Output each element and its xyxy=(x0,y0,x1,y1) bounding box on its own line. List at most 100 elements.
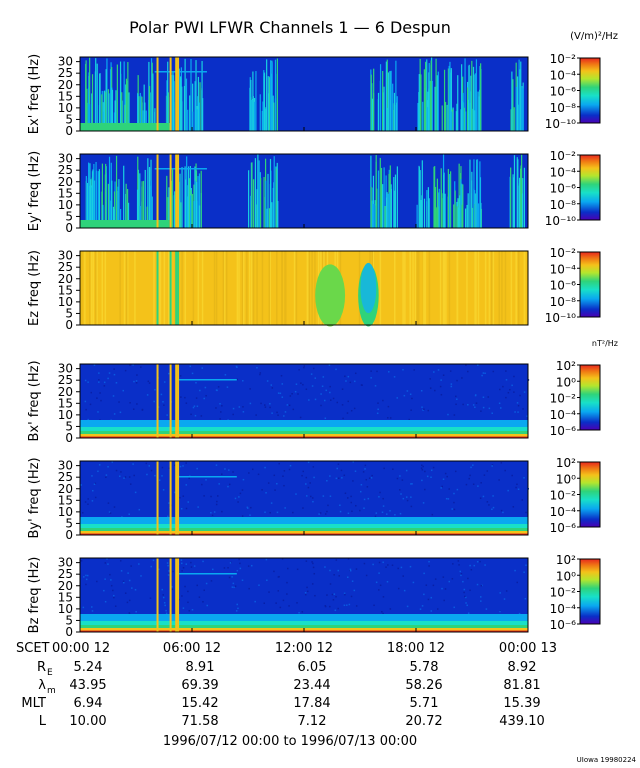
spectral-column xyxy=(456,251,458,325)
noise-speck xyxy=(166,414,168,416)
spectral-column xyxy=(515,86,517,131)
noise-speck xyxy=(295,383,298,385)
spectral-column xyxy=(430,64,432,131)
spectral-column xyxy=(460,179,462,228)
noise-speck xyxy=(228,483,231,486)
noise-speck xyxy=(406,499,409,502)
spectral-column xyxy=(197,251,200,325)
spectral-column xyxy=(190,59,192,131)
noise-speck xyxy=(271,387,274,389)
noise-speck xyxy=(115,382,118,384)
colorbar-tick-label: 10⁻² xyxy=(550,149,577,163)
noise-speck xyxy=(249,388,251,390)
spectral-column xyxy=(114,100,116,131)
spectral-column xyxy=(434,166,436,228)
spectral-column xyxy=(461,64,463,131)
spectral-column xyxy=(443,251,446,325)
noise-speck xyxy=(410,496,412,498)
noise-speck xyxy=(469,589,471,592)
spectral-column xyxy=(140,95,142,131)
spectral-column xyxy=(108,156,111,228)
spectral-column xyxy=(484,251,487,325)
noise-speck xyxy=(509,388,511,391)
spectral-column xyxy=(181,101,183,131)
spectral-column xyxy=(274,59,277,131)
noise-speck xyxy=(110,579,112,581)
noise-speck xyxy=(185,563,188,565)
spectral-column xyxy=(454,190,456,228)
spectral-column xyxy=(256,189,258,228)
noise-speck xyxy=(441,485,443,488)
spectral-column xyxy=(451,111,453,131)
noise-speck xyxy=(269,402,271,405)
noise-speck xyxy=(165,609,167,612)
noise-speck xyxy=(360,483,363,486)
noise-speck xyxy=(188,477,190,480)
spectral-column xyxy=(440,189,442,228)
noise-speck xyxy=(140,575,142,577)
noise-speck xyxy=(128,599,131,602)
noise-speck xyxy=(492,495,494,497)
spectral-column xyxy=(492,251,495,325)
narrowband-line xyxy=(154,168,207,170)
noise-speck xyxy=(301,611,304,613)
colorbar-tick-label: 10⁰ xyxy=(556,569,576,583)
spectral-column xyxy=(285,251,287,325)
spectral-column xyxy=(467,193,469,228)
noise-speck xyxy=(283,484,285,487)
spectral-column xyxy=(120,73,122,131)
spectral-column xyxy=(449,61,451,131)
noise-speck xyxy=(282,599,285,602)
noise-speck xyxy=(378,572,380,574)
noise-speck xyxy=(313,572,316,575)
noise-speck xyxy=(174,491,176,494)
spectral-column xyxy=(166,175,168,228)
noise-speck xyxy=(513,391,515,393)
noise-speck xyxy=(346,604,348,606)
noise-speck xyxy=(492,506,495,509)
y-tick-label: 25 xyxy=(58,260,73,274)
noise-speck xyxy=(307,486,310,489)
noise-speck xyxy=(242,411,245,413)
noise-speck xyxy=(432,466,435,469)
spectral-column xyxy=(112,206,115,228)
noise-speck xyxy=(378,561,381,564)
noise-speck xyxy=(505,370,507,372)
spectral-column xyxy=(105,163,107,228)
spectral-column xyxy=(136,189,139,228)
noise-speck xyxy=(269,406,271,409)
noise-speck xyxy=(236,366,238,369)
y-tick-label: 15 xyxy=(58,493,73,507)
colorbar-tick-label: 10⁻⁶ xyxy=(550,279,577,293)
noise-speck xyxy=(346,576,349,578)
spectral-column xyxy=(474,251,477,325)
noise-speck xyxy=(507,391,510,394)
spectral-column xyxy=(389,192,391,228)
noise-speck xyxy=(87,503,89,505)
spectral-column xyxy=(152,73,154,131)
noise-speck xyxy=(278,462,280,465)
spectral-column xyxy=(314,251,316,325)
noise-speck xyxy=(219,418,221,420)
noise-speck xyxy=(352,480,354,482)
spectral-column xyxy=(370,74,372,131)
noise-speck xyxy=(146,394,149,396)
noise-speck xyxy=(339,504,341,507)
noise-speck xyxy=(135,380,138,382)
noise-speck xyxy=(229,562,232,564)
noise-speck xyxy=(468,477,470,480)
spectral-column xyxy=(272,95,274,131)
ephemeris-label: L xyxy=(39,714,47,729)
noise-speck xyxy=(346,412,349,414)
spectral-column xyxy=(456,206,458,228)
spectral-column xyxy=(192,111,194,131)
noise-speck xyxy=(105,474,108,476)
noise-speck xyxy=(193,565,196,567)
noise-speck xyxy=(181,570,183,572)
noise-speck xyxy=(402,575,404,577)
noise-speck xyxy=(219,403,221,405)
spectral-column xyxy=(171,74,173,131)
noise-speck xyxy=(347,400,349,403)
noise-speck xyxy=(476,560,479,563)
ephemeris-value: 58.26 xyxy=(405,678,442,693)
